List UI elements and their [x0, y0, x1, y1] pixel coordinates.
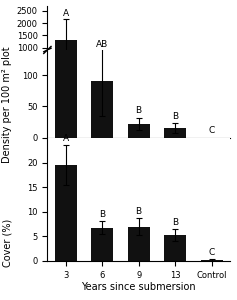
Text: B: B: [136, 207, 142, 216]
Text: B: B: [99, 210, 105, 219]
Bar: [164, 128, 186, 138]
Text: B: B: [172, 218, 178, 226]
Text: Cover (%): Cover (%): [2, 219, 12, 267]
Bar: [91, 81, 113, 138]
Text: B: B: [136, 106, 142, 115]
Bar: [91, 227, 113, 261]
Bar: [128, 124, 150, 138]
Text: A: A: [63, 134, 69, 143]
Bar: [164, 235, 186, 261]
Text: C: C: [209, 248, 215, 257]
Text: Density per 100 m² plot: Density per 100 m² plot: [2, 47, 12, 163]
Bar: [128, 71, 150, 72]
Bar: [55, 0, 77, 138]
Text: AB: AB: [96, 40, 108, 50]
Bar: [91, 70, 113, 72]
Bar: [201, 260, 223, 261]
Bar: [128, 226, 150, 261]
Text: C: C: [209, 126, 215, 135]
Text: A: A: [63, 9, 69, 18]
X-axis label: Years since submersion: Years since submersion: [81, 283, 196, 292]
Bar: [55, 165, 77, 261]
Text: B: B: [172, 112, 178, 121]
Bar: [55, 40, 77, 72]
